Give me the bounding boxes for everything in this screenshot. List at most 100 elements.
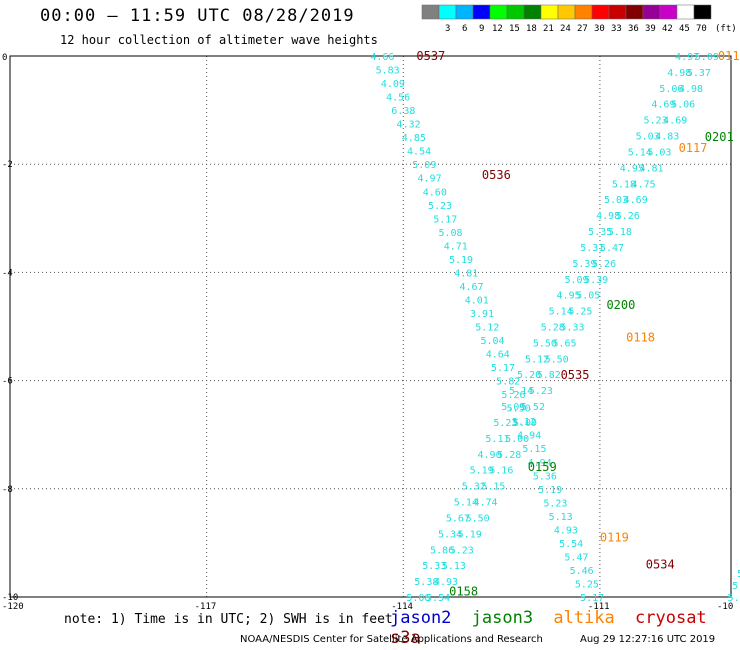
swh-value: 5.67 — [446, 513, 470, 524]
swh-value: 5.26 — [616, 211, 640, 222]
y-tick-label: -2 — [2, 160, 13, 170]
swh-value: 5.06 — [659, 84, 683, 95]
legend-bin-label: 18 — [526, 24, 537, 34]
legend-swatch — [693, 4, 712, 20]
swh-value: 5.14 — [628, 147, 652, 158]
track-s3a: 4.66 5.83 4.09 4.56 6.38 4.32 4.85 4.54 5.09 4.97… — [370, 49, 674, 604]
swh-value: 4.83 — [655, 132, 679, 143]
chart-subtitle: 12 hour collection of altimeter wave hei… — [60, 33, 378, 47]
swh-value: 5.03 — [647, 147, 671, 158]
swh-value: 4.94 — [528, 458, 552, 469]
legend-swatch — [574, 4, 593, 20]
swh-value: 5.39 — [584, 275, 608, 286]
swh-value: 5.19 — [449, 255, 473, 266]
swh-value: 5.46 — [570, 566, 594, 577]
pass-time-label: 0535 — [561, 368, 590, 382]
legend-bin-label: 9 — [479, 24, 484, 34]
swh-value: 5.09 — [513, 418, 537, 429]
legend-bin-label: 15 — [509, 24, 520, 34]
color-legend: 3 6 9 12 15 18 21 24 27 30 33 36 39 42 45 70 (ft) — [421, 4, 737, 34]
pass-time-label: 0201 — [705, 130, 734, 144]
legend-swatch — [489, 4, 508, 20]
pass-time-label: 0537 — [416, 49, 445, 63]
swh-value: 5.82 — [496, 377, 520, 388]
swh-value: 5.23 — [529, 386, 553, 397]
legend-swatch — [455, 4, 474, 20]
legend-bin-label: 21 — [543, 24, 554, 34]
swh-value: 5.09 — [695, 52, 719, 63]
swh-value: 5.38 — [414, 577, 438, 588]
legend-swatch — [438, 4, 457, 20]
swh-value: 4.81 — [639, 163, 663, 174]
swh-value: 5.50 — [507, 404, 531, 415]
swh-value: 4.32 — [397, 120, 421, 131]
track-jason2: 5.175.685.595.975.714.995.695.775.935.25… — [728, 569, 740, 604]
x-tick-label: -10 — [717, 602, 733, 612]
swh-value: 5.17 — [491, 363, 515, 374]
legend-bin-label: 45 — [679, 24, 690, 34]
timestamp: Aug 29 12:27:16 UTC 2019 — [580, 634, 716, 645]
swh-value: 4.93 — [554, 525, 578, 536]
swh-value: 4.56 — [386, 93, 410, 104]
swh-value: 5.39 — [572, 259, 596, 270]
credit-text: NOAA/NESDIS Center for Satellite Applica… — [240, 634, 543, 645]
swh-value: 4.64 — [486, 350, 510, 361]
swh-value: 4.75 — [632, 179, 656, 190]
swh-value: 4.71 — [444, 241, 468, 252]
swh-value: 5.06 — [671, 100, 695, 111]
legend-swatch — [625, 4, 644, 20]
swh-value: 5.13 — [442, 561, 466, 572]
satellite-key: jason2 jason3 altika cryosat s3a — [390, 608, 740, 648]
sat-s3a: s3a — [390, 628, 421, 648]
swh-value: 5.19 — [458, 529, 482, 540]
swh-value: 5.14 — [509, 386, 533, 397]
swh-value: 5.50 — [545, 354, 569, 365]
swh-value: 5.09 — [412, 160, 436, 171]
swh-value: 5.65 — [553, 338, 577, 349]
swh-value: 5.25 — [568, 307, 592, 318]
swh-value: 5.13 — [549, 512, 573, 523]
swh-value: 5.19 — [470, 466, 494, 477]
legend-bin-label: 30 — [594, 24, 605, 34]
swh-value: 5.50 — [466, 513, 490, 524]
swh-value: 5.06 — [406, 593, 430, 604]
swh-value: 5.25 — [575, 579, 599, 590]
swh-value: 5.23 — [493, 418, 517, 429]
x-tick-label: -111 — [588, 602, 610, 612]
swh-value: 4.54 — [407, 147, 431, 158]
legend-swatch — [540, 4, 559, 20]
swh-value: 5.15 — [481, 482, 505, 493]
y-tick-label: -10 — [2, 593, 18, 603]
swh-value: 5.33 — [422, 561, 446, 572]
swh-value: 5.12 — [475, 323, 499, 334]
pass-time-label: 0117 — [679, 141, 708, 155]
y-tick-label: -8 — [2, 485, 13, 495]
swh-value: 5.28 — [541, 323, 565, 334]
swh-value: 4.95 — [557, 291, 581, 302]
swh-value: 5.03 — [604, 195, 628, 206]
swh-value: 4.97 — [675, 52, 699, 63]
legend-swatch — [421, 4, 440, 20]
swh-value: 5.37 — [687, 68, 711, 79]
swh-value: 5.14 — [454, 498, 478, 509]
legend-unit: (ft) — [715, 24, 737, 34]
legend-swatch — [659, 4, 678, 20]
swh-value: 4.93 — [434, 577, 458, 588]
swh-value: 4.98 — [596, 211, 620, 222]
swh-value: 4.66 — [370, 52, 394, 63]
legend-bin-label: 3 — [445, 24, 450, 34]
swh-value: 4.69 — [651, 100, 675, 111]
pass-time-label: 0158 — [449, 585, 478, 599]
swh-value: 5.52 — [521, 402, 545, 413]
swh-value: 5.68 — [732, 581, 740, 592]
swh-value: 4.60 — [423, 187, 447, 198]
swh-value: 4.90 — [478, 450, 502, 461]
legend-bin-label: 70 — [696, 24, 707, 34]
legend-swatch — [676, 4, 695, 20]
swh-value: 5.34 — [438, 529, 462, 540]
legend-swatch — [591, 4, 610, 20]
legend-swatch — [523, 4, 542, 20]
track-jason3: 4.974.985.064.695.235.035.144.955.185.03… — [406, 52, 733, 604]
swh-value: 5.16 — [489, 466, 513, 477]
